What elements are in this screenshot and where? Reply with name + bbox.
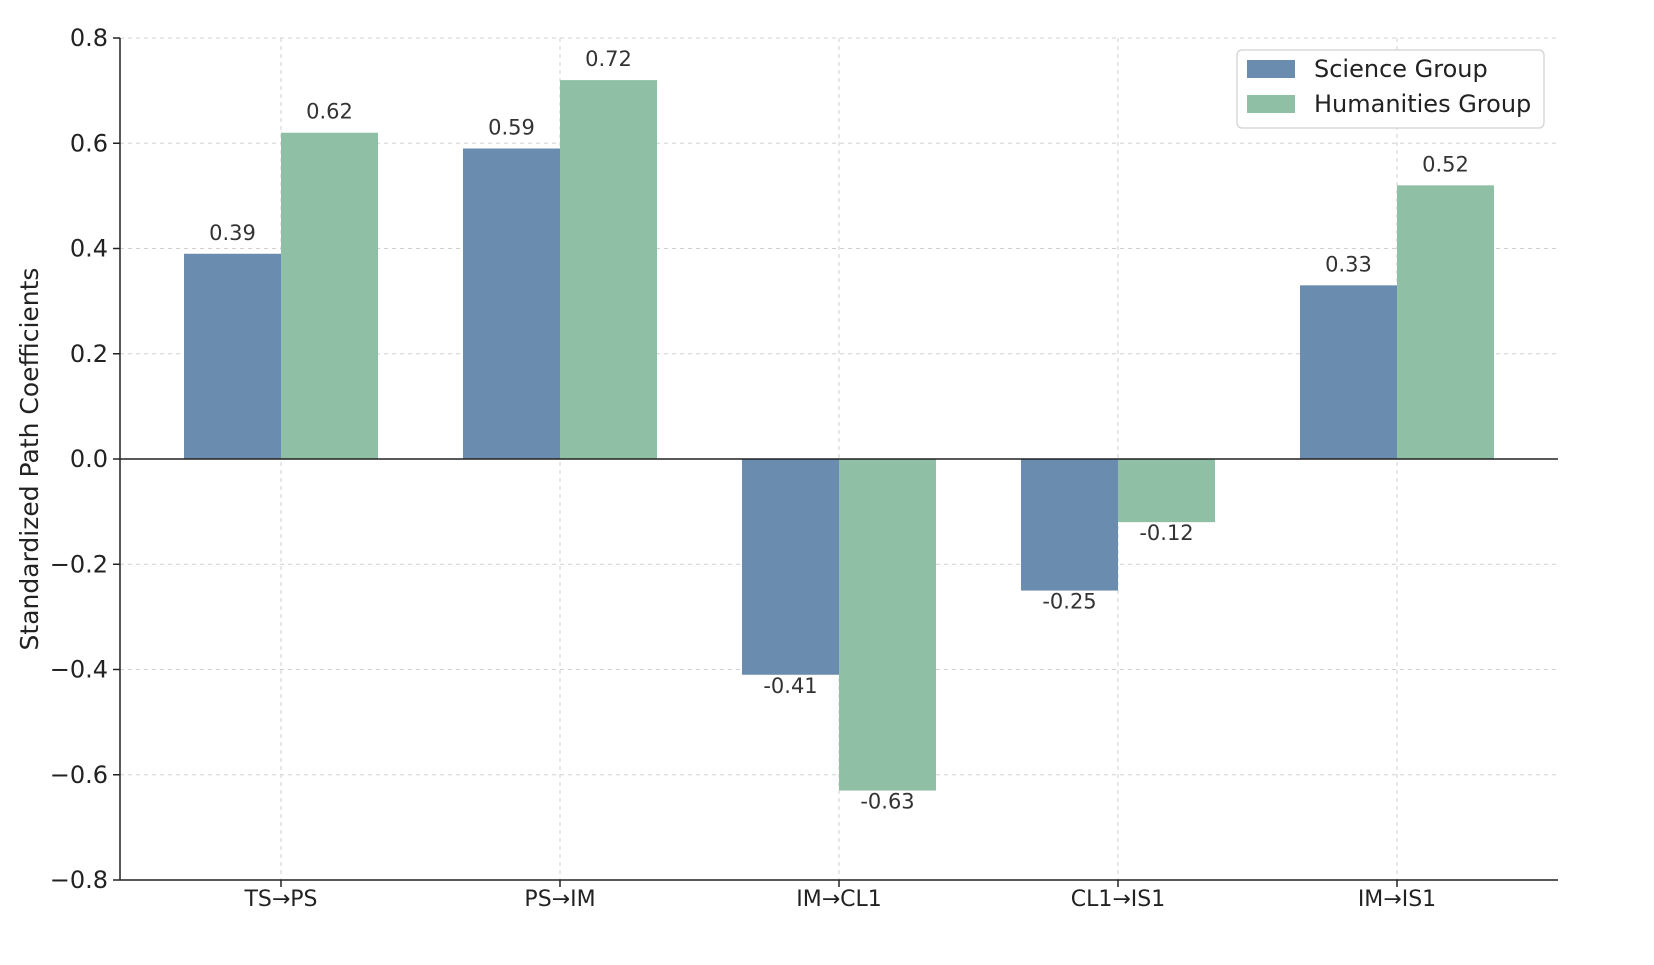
x-tick-label: IM→IS1 bbox=[1358, 887, 1436, 912]
bar-science bbox=[1021, 459, 1118, 591]
legend-label: Science Group bbox=[1314, 55, 1488, 83]
legend-label: Humanities Group bbox=[1314, 90, 1531, 118]
data-label: 0.62 bbox=[306, 100, 353, 124]
bar-humanities bbox=[560, 80, 657, 459]
axes-layer bbox=[113, 37, 1558, 887]
y-tick-label: −0.4 bbox=[50, 656, 108, 684]
bar-humanities bbox=[281, 132, 378, 459]
data-label: -0.63 bbox=[860, 790, 914, 814]
bar-humanities bbox=[1397, 185, 1494, 459]
y-axis-title: Standardized Path Coefficients bbox=[15, 268, 44, 651]
x-tick-label: TS→PS bbox=[243, 887, 317, 912]
data-label: 0.52 bbox=[1422, 152, 1469, 176]
data-label: 0.33 bbox=[1325, 252, 1372, 276]
y-tick-label: 0.6 bbox=[70, 129, 108, 157]
data-label: 0.72 bbox=[585, 47, 632, 71]
x-tick-label: CL1→IS1 bbox=[1071, 887, 1166, 912]
y-tick-label: 0.2 bbox=[70, 340, 108, 368]
y-tick-label: −0.2 bbox=[50, 550, 108, 578]
x-tick-label: IM→CL1 bbox=[796, 887, 882, 912]
y-tick-label: 0.8 bbox=[70, 24, 108, 52]
bar-humanities bbox=[1118, 459, 1215, 523]
x-tick-label: PS→IM bbox=[524, 887, 595, 912]
legend-swatch bbox=[1247, 60, 1295, 78]
legend: Science Group Humanities Group bbox=[1236, 49, 1545, 129]
bars-layer bbox=[184, 80, 1494, 791]
bar-humanities bbox=[839, 459, 936, 791]
legend-box bbox=[1236, 49, 1545, 129]
bar-science bbox=[742, 459, 839, 675]
bar-science bbox=[463, 148, 560, 459]
bar-science bbox=[1300, 285, 1397, 459]
data-label: -0.41 bbox=[763, 674, 817, 698]
data-label: -0.25 bbox=[1042, 590, 1096, 614]
labels-layer: 0.8 0.6 0.4 0.2 0.0 −0.2 −0.4 −0.6 −0.8 TS→PS PS→I… bbox=[50, 24, 1469, 912]
y-tick-label: 0.4 bbox=[70, 235, 108, 263]
data-label: -0.12 bbox=[1139, 521, 1193, 545]
y-tick-label: −0.8 bbox=[50, 866, 108, 894]
legend-swatch bbox=[1247, 95, 1295, 113]
y-tick-label: 0.0 bbox=[70, 445, 108, 473]
data-label: 0.39 bbox=[209, 221, 256, 245]
y-tick-label: −0.6 bbox=[50, 761, 108, 789]
data-label: 0.59 bbox=[488, 116, 535, 140]
bar-science bbox=[184, 253, 281, 459]
